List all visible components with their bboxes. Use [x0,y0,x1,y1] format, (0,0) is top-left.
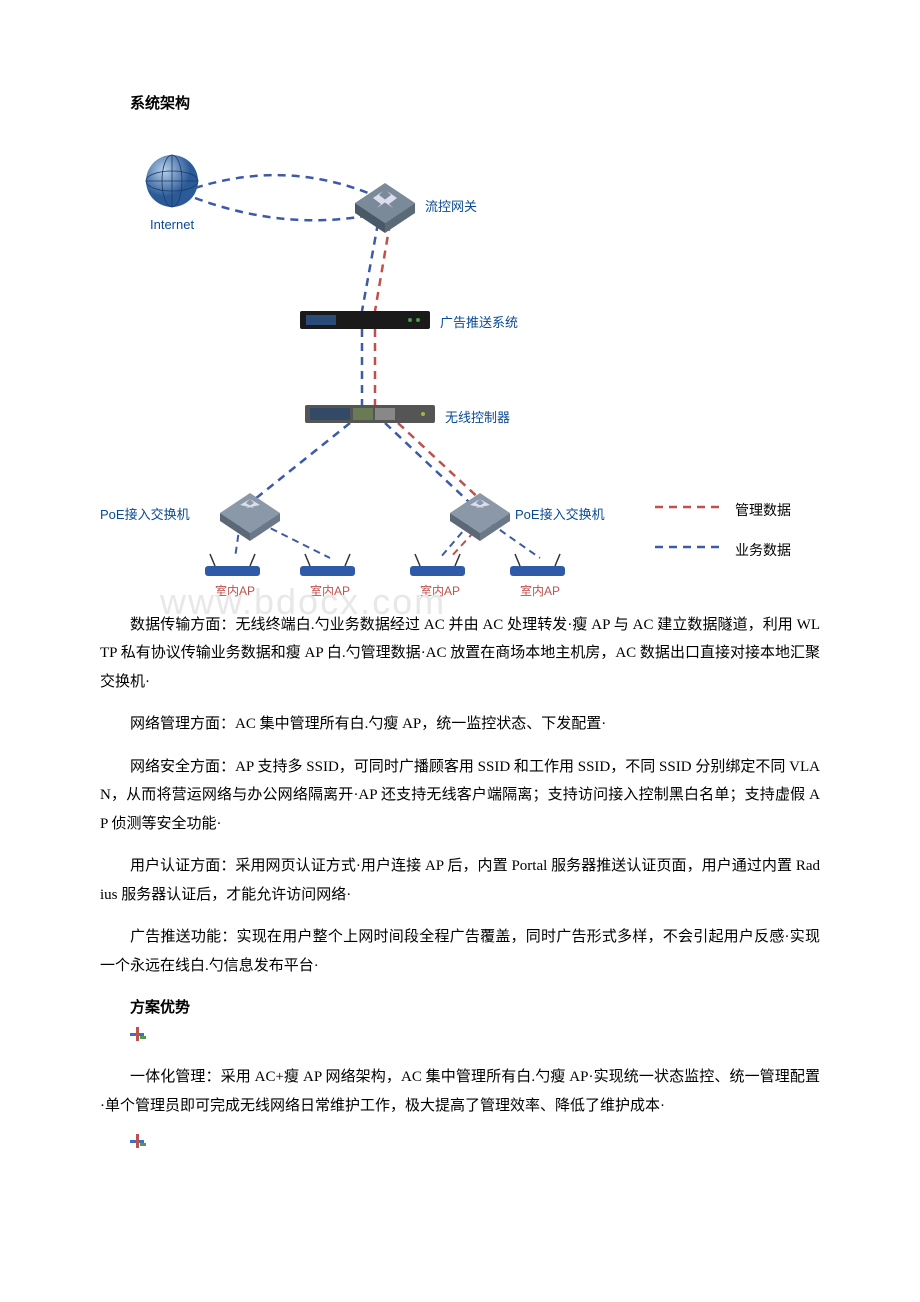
ap-label-4: 室内AP [520,580,560,603]
para-security: 网络安全方面：AP 支持多 SSID，可同时广播顾客用 SSID 和工作用 SS… [100,753,820,839]
legend-mgmt: 管理数据 [735,497,791,524]
para-ad: 广告推送功能：实现在用户整个上网时间段全程广告覆盖，同时广告形式多样，不会引起用… [100,923,820,980]
ap-label-2: 室内AP [310,580,350,603]
subtitle: 方案优势 [100,994,820,1023]
ap-label-3: 室内AP [420,580,460,603]
para-network-mgmt: 网络管理方面：AC 集中管理所有白.勺瘦 AP，统一监控状态、下发配置· [100,710,820,739]
bullet-icon [130,1134,148,1148]
network-diagram: Internet 流控网关 广告推送系统 无线控制器 PoE接入交换机 PoE接… [100,123,820,603]
internet-label: Internet [150,213,194,238]
poe-right-label: PoE接入交换机 [515,503,605,528]
ad-label: 广告推送系统 [440,311,518,336]
gateway-label: 流控网关 [425,195,477,220]
section-title: 系统架构 [100,90,820,119]
legend-biz: 业务数据 [735,537,791,564]
para-advantage: 一体化管理：采用 AC+瘦 AP 网络架构，AC 集中管理所有白.勺瘦 AP·实… [100,1063,820,1120]
bullet-icon [130,1027,148,1041]
para-auth: 用户认证方面：采用网页认证方式·用户连接 AP 后，内置 Portal 服务器推… [100,852,820,909]
ac-label: 无线控制器 [445,406,510,431]
para-data-transfer: 数据传输方面：无线终端白.勺业务数据经过 AC 并由 AC 处理转发·瘦 AP … [100,611,820,697]
poe-left-label: PoE接入交换机 [100,503,190,528]
ap-group [205,554,565,576]
ap-label-1: 室内AP [215,580,255,603]
